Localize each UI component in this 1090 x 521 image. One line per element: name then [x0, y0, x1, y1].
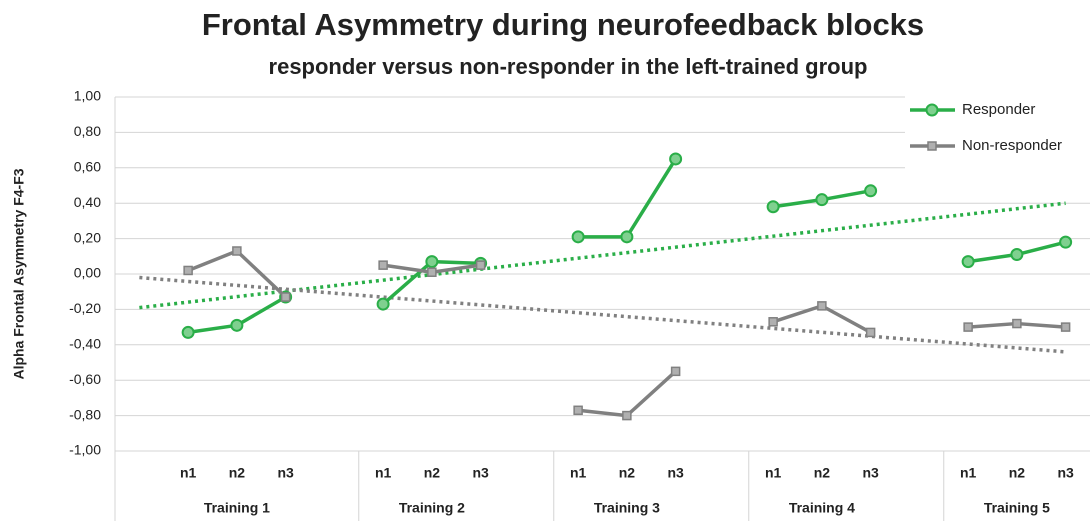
point	[1060, 322, 1071, 332]
point	[183, 265, 193, 276]
group-label: Training 4	[789, 500, 855, 516]
trend-line	[139, 275, 1066, 354]
point	[961, 255, 975, 269]
y-tick-label: -0,60	[69, 371, 101, 387]
legend-marker	[925, 103, 939, 117]
x-tick-label: n3	[862, 465, 879, 481]
x-tick-label: n1	[180, 465, 197, 481]
point	[669, 152, 683, 166]
series-line	[187, 158, 1067, 335]
point	[230, 318, 244, 332]
point	[378, 260, 388, 270]
y-tick-label: 0,80	[74, 123, 101, 139]
point	[766, 200, 780, 214]
y-tick-label: -0,80	[69, 406, 101, 422]
x-tick-label: n3	[667, 465, 684, 481]
x-tick-label: n2	[1009, 465, 1026, 481]
point	[425, 255, 439, 269]
y-tick-label: -1,00	[69, 442, 101, 458]
x-tick-label: n2	[229, 465, 246, 481]
point	[817, 301, 827, 311]
point	[376, 297, 390, 311]
x-tick-label: n1	[960, 465, 977, 481]
point	[620, 230, 634, 244]
point	[1059, 235, 1073, 249]
legend-label: Responder	[962, 101, 1035, 118]
chart-title: Frontal Asymmetry during neurofeedback b…	[202, 7, 924, 42]
point	[1010, 248, 1024, 262]
point	[475, 260, 486, 270]
y-tick-label: -0,20	[69, 300, 101, 316]
point	[864, 184, 878, 198]
y-axis-label: Alpha Frontal Asymmetry F4-F3	[11, 168, 27, 379]
y-tick-label: 0,20	[74, 229, 101, 245]
point	[232, 246, 242, 256]
point	[768, 317, 778, 327]
y-tick-label: 0,40	[74, 194, 101, 210]
y-tick-label: 0,60	[74, 159, 101, 175]
point	[573, 405, 583, 416]
x-tick-label: n2	[619, 465, 636, 481]
x-tick-label: n3	[277, 465, 294, 481]
point	[670, 366, 681, 377]
point	[280, 292, 291, 302]
point	[427, 267, 437, 277]
group-label: Training 2	[399, 500, 465, 516]
group-label: Training 1	[204, 500, 270, 516]
legend-label: Non-responder	[962, 137, 1062, 154]
point	[181, 325, 195, 339]
point	[963, 322, 973, 332]
legend-marker	[927, 141, 937, 151]
x-tick-label: n1	[570, 465, 587, 481]
point	[571, 230, 585, 244]
x-tick-label: n1	[765, 465, 782, 481]
y-tick-label: 1,00	[74, 88, 101, 104]
x-tick-label: n3	[472, 465, 489, 481]
group-label: Training 5	[984, 500, 1050, 516]
chart-subtitle: responder versus non-responder in the le…	[269, 54, 868, 79]
series-line	[187, 249, 1066, 418]
y-tick-label: -0,40	[69, 336, 101, 352]
point	[622, 410, 632, 421]
point	[865, 327, 876, 338]
group-label: Training 3	[594, 500, 660, 516]
point	[1012, 318, 1022, 329]
y-tick-label: 0,00	[74, 265, 101, 281]
point	[815, 193, 829, 207]
x-tick-label: n3	[1057, 465, 1074, 481]
x-tick-label: n1	[375, 465, 392, 481]
x-tick-label: n2	[814, 465, 831, 481]
x-tick-label: n2	[424, 465, 441, 481]
